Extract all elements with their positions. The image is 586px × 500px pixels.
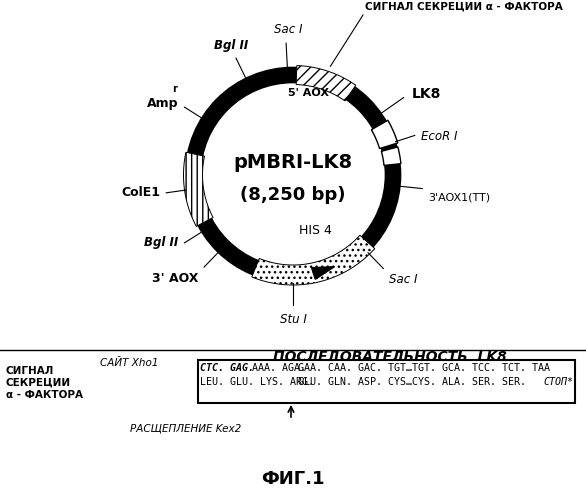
Text: CTC. GAG.: CTC. GAG. <box>200 363 254 373</box>
Text: AAA. AGA.: AAA. AGA. <box>246 363 306 373</box>
Text: LEU. GLU. LYS. ARG.: LEU. GLU. LYS. ARG. <box>200 377 314 387</box>
Polygon shape <box>296 66 356 101</box>
Text: САЙТ Xho1: САЙТ Xho1 <box>100 358 158 368</box>
Text: r: r <box>172 84 178 94</box>
Text: Amp: Amp <box>147 96 179 110</box>
Text: α - ФАКТОРА: α - ФАКТОРА <box>6 390 83 400</box>
Text: ФИГ.1: ФИГ.1 <box>261 470 325 488</box>
Text: pMBRI-LK8: pMBRI-LK8 <box>233 152 353 172</box>
Polygon shape <box>381 147 401 166</box>
Polygon shape <box>252 235 374 285</box>
Text: Sac I: Sac I <box>274 23 302 36</box>
Polygon shape <box>183 152 213 226</box>
Text: ПОСЛЕДОВАТЕЛЬНОСТЬ  LK8: ПОСЛЕДОВАТЕЛЬНОСТЬ LK8 <box>273 350 507 364</box>
Text: GLU. GLN. ASP. CYS…CYS. ALA. SER. SER.: GLU. GLN. ASP. CYS…CYS. ALA. SER. SER. <box>292 377 532 387</box>
Text: LK8: LK8 <box>411 86 441 101</box>
Text: СИГНАЛ: СИГНАЛ <box>6 366 54 376</box>
Text: HIS 4: HIS 4 <box>298 224 332 236</box>
Polygon shape <box>372 120 398 148</box>
FancyBboxPatch shape <box>198 360 575 403</box>
Text: 3' AOX: 3' AOX <box>152 272 198 285</box>
Text: (8,250 bp): (8,250 bp) <box>240 186 346 204</box>
Text: СЕКРЕЦИИ: СЕКРЕЦИИ <box>6 378 71 388</box>
Text: Bgl II: Bgl II <box>144 236 179 250</box>
Text: РАСЩЕПЛЕНИЕ Kex2: РАСЩЕПЛЕНИЕ Kex2 <box>130 423 241 433</box>
Polygon shape <box>312 266 335 280</box>
Text: EcoR I: EcoR I <box>421 130 457 143</box>
Text: GAA. CAA. GAC. TGT…TGT. GCA. TCC. TCT. TAA: GAA. CAA. GAC. TGT…TGT. GCA. TCC. TCT. T… <box>292 363 550 373</box>
Text: СТОП*: СТОП* <box>543 377 573 387</box>
Text: Bgl II: Bgl II <box>214 39 248 52</box>
Text: ColE1: ColE1 <box>121 186 160 200</box>
Text: 5' AOX: 5' AOX <box>288 88 329 98</box>
Polygon shape <box>213 94 233 114</box>
Text: Stu I: Stu I <box>280 313 306 326</box>
Text: СИГНАЛ СЕКРЕЦИИ α - ФАКТОРА: СИГНАЛ СЕКРЕЦИИ α - ФАКТОРА <box>365 2 563 12</box>
Text: 3'AOX1(TT): 3'AOX1(TT) <box>428 192 490 202</box>
Text: Sac I: Sac I <box>389 272 418 285</box>
